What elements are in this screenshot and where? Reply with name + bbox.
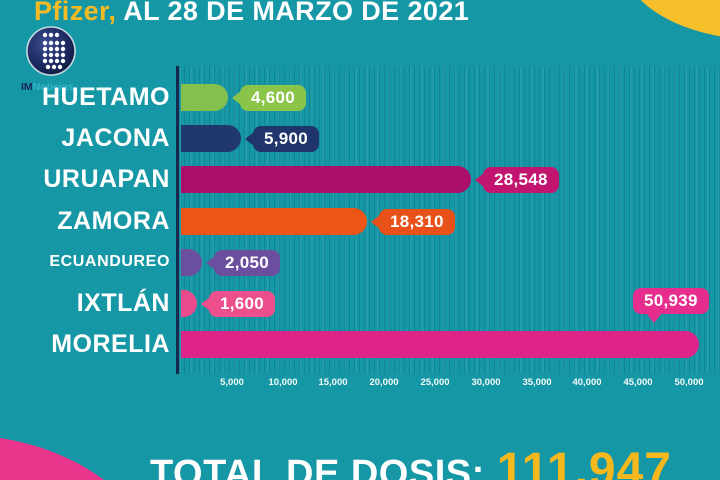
logo-text-bold: IM xyxy=(21,81,33,93)
bar-ecuandureo xyxy=(181,249,202,276)
value-tag-ecuandureo: 2,050 xyxy=(206,250,281,276)
category-label-zamora: ZAMORA xyxy=(57,206,170,235)
value-tag-morelia: 50,939 xyxy=(633,288,709,323)
x-tick: 20,000 xyxy=(369,377,399,388)
x-tick: 15,000 xyxy=(318,377,348,388)
bar-jacona xyxy=(181,125,241,152)
x-tick: 35,000 xyxy=(522,377,552,388)
value-tag-jacona: 5,900 xyxy=(245,126,320,152)
bar-huetamo xyxy=(181,84,228,111)
y-axis-line xyxy=(176,66,179,374)
category-label-ixtlan: IXTLÁN xyxy=(76,288,170,317)
title-highlight: Pfizer, xyxy=(34,0,117,26)
x-tick: 45,000 xyxy=(623,377,653,388)
logo-text-light: Noticias xyxy=(32,81,74,93)
value-tag-huetamo: 4,600 xyxy=(232,85,307,111)
x-tick: 25,000 xyxy=(420,377,450,388)
value-tag-pointer xyxy=(475,173,484,187)
value-tag-ixtlan: 1,600 xyxy=(201,291,276,317)
bar-zamora xyxy=(181,208,367,235)
value-tag-zamora: 18,310 xyxy=(371,209,455,235)
globe-dots-icon xyxy=(26,26,76,76)
bar-uruapan xyxy=(181,166,471,193)
value-tag-pointer xyxy=(206,256,215,270)
category-label-ecuandureo: ECUANDUREO xyxy=(49,253,170,270)
corner-accent-bottom-left xyxy=(0,435,170,480)
bar-ixtlan xyxy=(181,290,197,317)
x-tick: 30,000 xyxy=(471,377,501,388)
category-label-morelia: MORELIA xyxy=(51,329,170,358)
value-tag-pointer xyxy=(201,297,210,311)
total-value: 111,947 xyxy=(496,444,672,480)
value-tag-pointer xyxy=(646,313,662,323)
total-label: TOTAL DE DOSIS: xyxy=(150,453,485,480)
category-label-jacona: JACONA xyxy=(61,123,170,152)
title-rest: AL 28 DE MARZO DE 2021 xyxy=(116,0,470,26)
logo: IMNoticias xyxy=(14,26,84,93)
page-title: Pfizer, AL 28 DE MARZO DE 2021 xyxy=(34,0,469,27)
category-label-uruapan: URUAPAN xyxy=(43,164,170,193)
logo-text: IMNoticias xyxy=(14,82,84,93)
bar-morelia xyxy=(181,331,699,358)
category-label-huetamo: HUETAMO xyxy=(41,82,170,111)
value-tag-pointer xyxy=(232,91,241,105)
value-tag-uruapan: 28,548 xyxy=(475,167,559,193)
x-tick: 40,000 xyxy=(572,377,602,388)
x-tick: 50,000 xyxy=(674,377,704,388)
value-tag-pointer xyxy=(245,132,254,146)
x-tick: 5,000 xyxy=(220,377,244,388)
corner-accent-top-right xyxy=(622,0,720,40)
value-tag-pointer xyxy=(371,215,380,229)
total-line: TOTAL DE DOSIS: 111,947 xyxy=(150,447,672,480)
x-tick: 10,000 xyxy=(268,377,298,388)
